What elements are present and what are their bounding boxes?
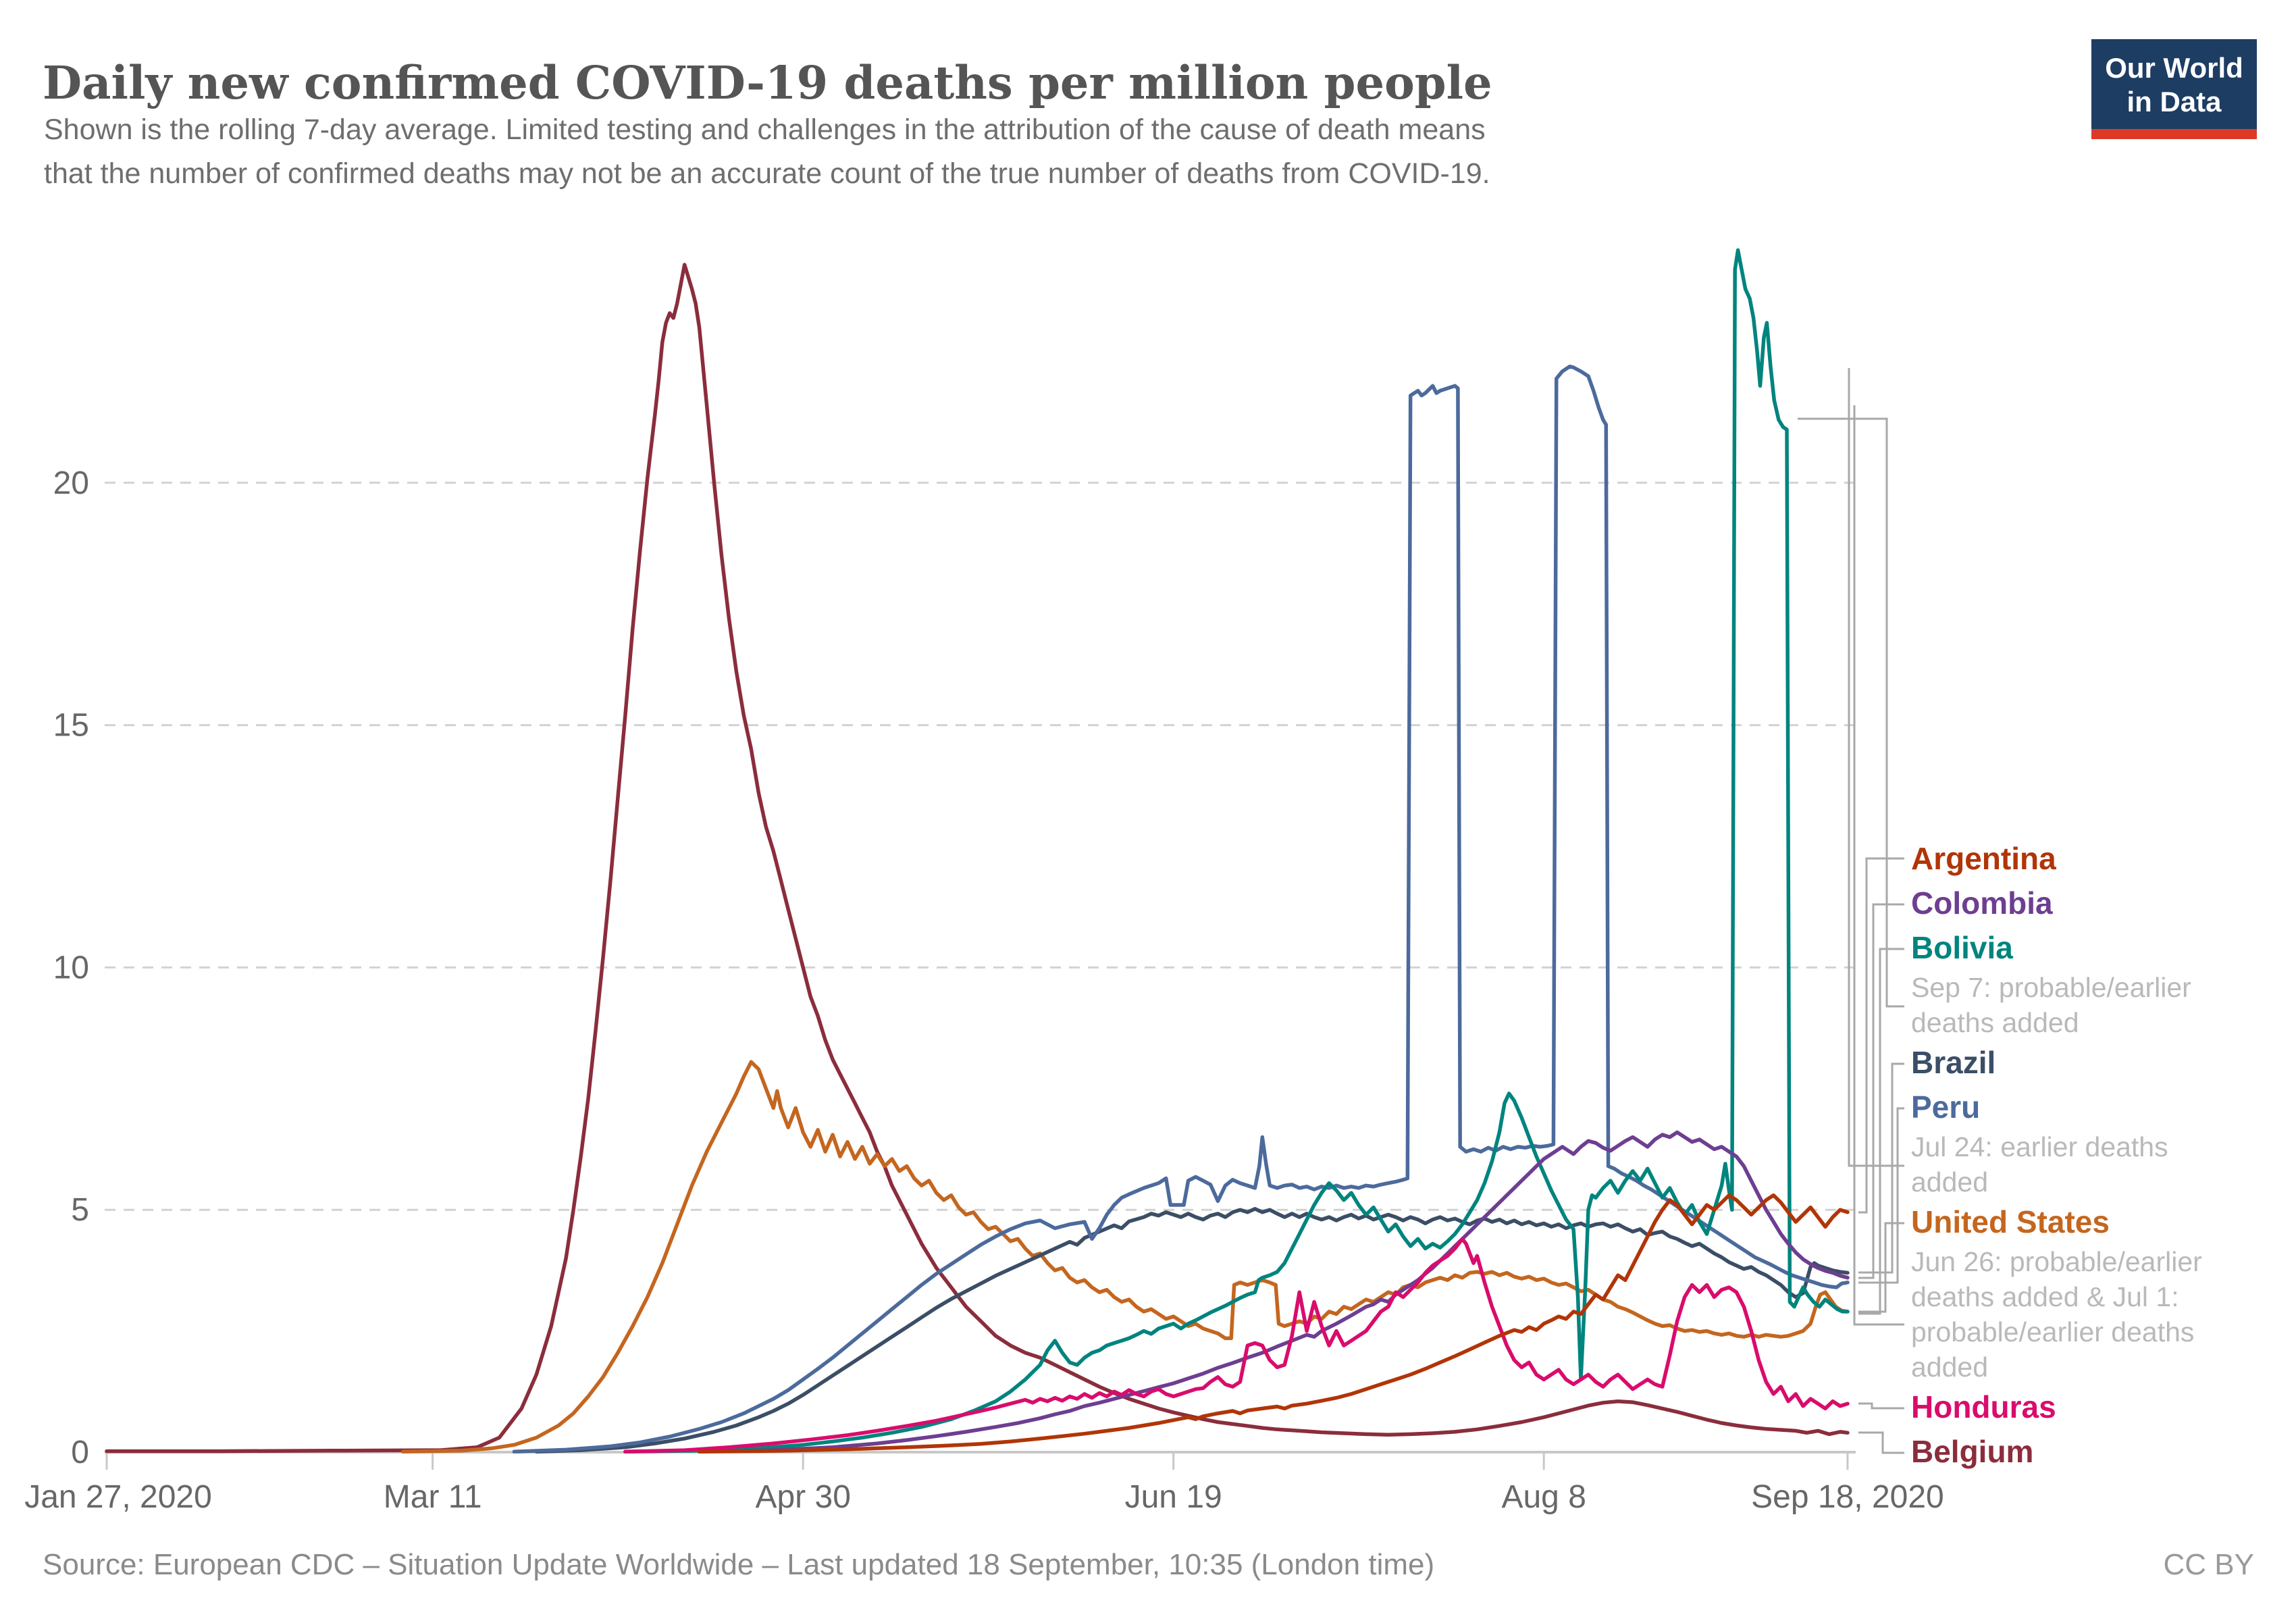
x-axis-tick-label: Jan 27, 2020 <box>24 1479 212 1515</box>
license-link[interactable]: CC BY <box>2163 1548 2254 1581</box>
legend-connector-line <box>1858 1062 1904 1274</box>
legend-connector-line <box>1853 405 1904 1326</box>
legend-connector-line <box>1858 1107 1904 1284</box>
legend-connector-line <box>1858 1402 1904 1410</box>
legend-item-bolivia[interactable]: Bolivia <box>1911 930 2013 965</box>
legend-annotation-note: probable/earlier deaths <box>1911 1316 2195 1347</box>
legend-connector-line <box>1858 948 1904 1315</box>
source-note: Source: European CDC – Situation Update … <box>43 1548 1435 1581</box>
y-axis-tick-label: 20 <box>53 465 89 501</box>
x-axis-tick-label: Jun 19 <box>1125 1479 1222 1515</box>
series-line-belgium[interactable] <box>105 263 1850 1453</box>
y-axis-tick-label: 10 <box>53 950 89 985</box>
legend-annotation-note: deaths added & Jul 1: <box>1911 1281 2179 1312</box>
legend-item-colombia[interactable]: Colombia <box>1911 885 2053 921</box>
y-axis-tick-label: 0 <box>71 1435 89 1470</box>
legend-connector-line <box>1798 417 1904 1008</box>
chart-legend: Argentina Colombia Bolivia Sep 7: probable/… <box>1911 836 2276 1474</box>
legend-connector-line <box>1858 903 1904 1279</box>
x-axis-tick-label: Mar 11 <box>384 1479 482 1515</box>
series-line-argentina[interactable] <box>697 1193 1850 1454</box>
legend-annotation-note: Jul 24: earlier deaths <box>1911 1131 2168 1162</box>
legend-item-united-states[interactable]: United States <box>1911 1204 2110 1239</box>
y-axis-tick-label: 15 <box>53 708 89 744</box>
legend-connector-line <box>1858 1431 1904 1454</box>
page-title: Daily new confirmed COVID-19 deaths per … <box>43 55 1492 109</box>
legend-connector-line <box>1858 857 1904 1214</box>
legend-connector-line <box>1858 1222 1904 1313</box>
legend-item-brazil[interactable]: Brazil <box>1911 1045 1996 1080</box>
y-axis-tick-label: 5 <box>71 1192 89 1228</box>
chart-subtitle: Shown is the rolling 7-day average. Limi… <box>44 108 2070 197</box>
x-axis-tick-label: Apr 30 <box>755 1479 850 1515</box>
series-line-bolivia[interactable] <box>623 248 1850 1454</box>
legend-annotation-note: added <box>1911 1166 1989 1198</box>
series-line-united-states[interactable] <box>401 1060 1850 1454</box>
owid-logo-line-1: Our World <box>2105 52 2243 84</box>
legend-item-argentina[interactable]: Argentina <box>1911 841 2056 876</box>
legend-item-honduras[interactable]: Honduras <box>1911 1389 2056 1424</box>
owid-logo-line-2: in Data <box>2127 86 2222 118</box>
subtitle-line-2: that the number of confirmed deaths may … <box>44 157 1490 190</box>
series-line-brazil[interactable] <box>534 1207 1850 1454</box>
subtitle-line-1: Shown is the rolling 7-day average. Limi… <box>44 113 1486 146</box>
x-axis-tick-label: Sep 18, 2020 <box>1751 1479 1944 1515</box>
series-line-colombia[interactable] <box>697 1130 1850 1454</box>
legend-annotation-note: deaths added <box>1911 1007 2079 1038</box>
series-line-peru[interactable] <box>512 364 1850 1454</box>
legend-annotation-note: Jun 26: probable/earlier <box>1911 1246 2202 1277</box>
legend-connector-line <box>1848 368 1904 1167</box>
legend-annotation-note: Sep 7: probable/earlier <box>1911 972 2191 1003</box>
series-line-honduras[interactable] <box>623 1237 1850 1454</box>
owid-logo[interactable]: Our World in Data <box>2091 39 2257 139</box>
x-axis-tick-label: Aug 8 <box>1501 1479 1586 1515</box>
legend-item-belgium[interactable]: Belgium <box>1911 1434 2034 1469</box>
legend-annotation-note: added <box>1911 1352 1989 1383</box>
legend-item-peru[interactable]: Peru <box>1911 1089 1981 1125</box>
